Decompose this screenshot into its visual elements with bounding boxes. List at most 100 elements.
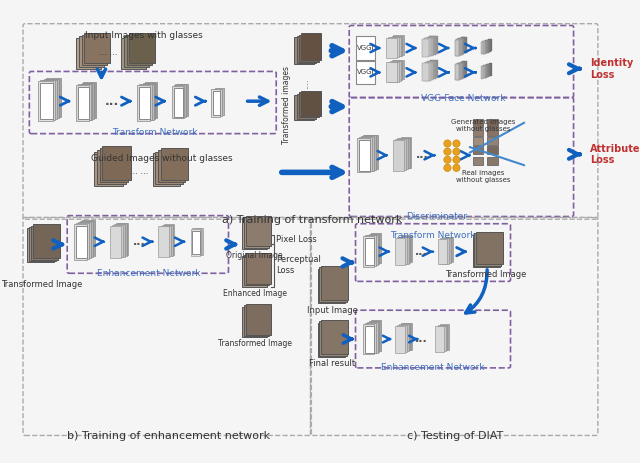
Bar: [440, 238, 449, 263]
Bar: [363, 324, 374, 354]
Bar: [143, 83, 156, 119]
Bar: [195, 228, 204, 255]
Text: ... ...: ... ...: [130, 167, 148, 176]
Text: Generated images
without glasses: Generated images without glasses: [451, 119, 516, 132]
Bar: [42, 80, 57, 119]
Circle shape: [453, 156, 460, 163]
Bar: [369, 321, 380, 352]
FancyArrowPatch shape: [466, 270, 487, 313]
Bar: [438, 239, 447, 264]
Bar: [473, 119, 483, 127]
Bar: [397, 238, 407, 264]
Bar: [158, 150, 185, 182]
Text: a) Training of transform network: a) Training of transform network: [222, 215, 403, 225]
Bar: [487, 128, 498, 136]
Bar: [116, 223, 127, 256]
Bar: [78, 87, 89, 119]
Text: Attribute
Loss: Attribute Loss: [590, 144, 640, 165]
Bar: [140, 84, 152, 120]
Bar: [359, 137, 372, 171]
Bar: [440, 324, 449, 350]
Bar: [138, 85, 150, 121]
Bar: [426, 62, 433, 80]
Bar: [481, 66, 483, 79]
Bar: [401, 323, 410, 350]
Bar: [458, 38, 463, 55]
Bar: [395, 325, 405, 352]
Bar: [435, 326, 444, 352]
Bar: [456, 64, 460, 80]
Bar: [426, 38, 433, 56]
Bar: [193, 228, 202, 256]
Bar: [403, 323, 412, 350]
Bar: [388, 62, 399, 81]
Bar: [422, 63, 429, 81]
Bar: [296, 94, 316, 119]
Text: ...: ...: [105, 95, 120, 108]
Bar: [112, 225, 123, 257]
Bar: [457, 39, 461, 55]
Bar: [454, 64, 459, 81]
Bar: [424, 63, 431, 81]
Bar: [485, 65, 488, 77]
Text: ....: ....: [301, 79, 310, 89]
Bar: [490, 39, 492, 51]
Text: ... ...: ... ...: [99, 48, 117, 57]
Bar: [365, 135, 378, 169]
Text: Transform Network: Transform Network: [390, 231, 476, 240]
Text: Guided Images without glasses: Guided Images without glasses: [91, 154, 232, 163]
Bar: [390, 61, 401, 81]
Bar: [164, 224, 175, 255]
Bar: [429, 61, 436, 79]
Bar: [213, 89, 222, 116]
Bar: [127, 35, 152, 65]
Bar: [356, 36, 375, 60]
Bar: [244, 255, 269, 286]
Bar: [487, 64, 490, 76]
Bar: [386, 63, 397, 82]
Bar: [473, 157, 483, 165]
Bar: [46, 78, 61, 118]
Bar: [40, 83, 52, 119]
Bar: [461, 37, 465, 53]
Text: Pixel Loss: Pixel Loss: [276, 236, 317, 244]
Bar: [473, 235, 500, 267]
Bar: [38, 81, 52, 121]
Text: ...: ...: [415, 334, 428, 344]
Bar: [296, 36, 316, 63]
Bar: [365, 323, 376, 353]
Bar: [476, 232, 503, 264]
Text: Discriminator: Discriminator: [406, 212, 467, 221]
Bar: [118, 223, 129, 255]
Text: b) Training of enhancement network: b) Training of enhancement network: [67, 431, 269, 441]
Bar: [173, 85, 184, 118]
Bar: [367, 235, 378, 265]
Text: Identity
Loss: Identity Loss: [590, 58, 633, 80]
Bar: [299, 35, 319, 62]
Bar: [172, 86, 182, 119]
Bar: [487, 157, 498, 165]
Bar: [444, 237, 453, 262]
Text: ...: ...: [133, 237, 146, 247]
Bar: [321, 320, 348, 354]
Bar: [394, 35, 404, 55]
Bar: [246, 253, 271, 284]
Bar: [364, 135, 376, 169]
Text: Transformed Image: Transformed Image: [1, 281, 83, 289]
Bar: [76, 38, 101, 69]
Bar: [74, 224, 87, 260]
Bar: [299, 92, 319, 118]
Bar: [156, 152, 182, 184]
Bar: [485, 40, 488, 53]
Bar: [321, 266, 348, 300]
Bar: [102, 146, 131, 181]
Bar: [175, 84, 186, 117]
Bar: [78, 84, 91, 120]
Bar: [40, 81, 55, 120]
Bar: [294, 37, 314, 64]
Bar: [487, 119, 498, 127]
Bar: [367, 322, 378, 352]
Bar: [399, 138, 410, 169]
Bar: [100, 148, 129, 182]
Bar: [488, 63, 491, 76]
